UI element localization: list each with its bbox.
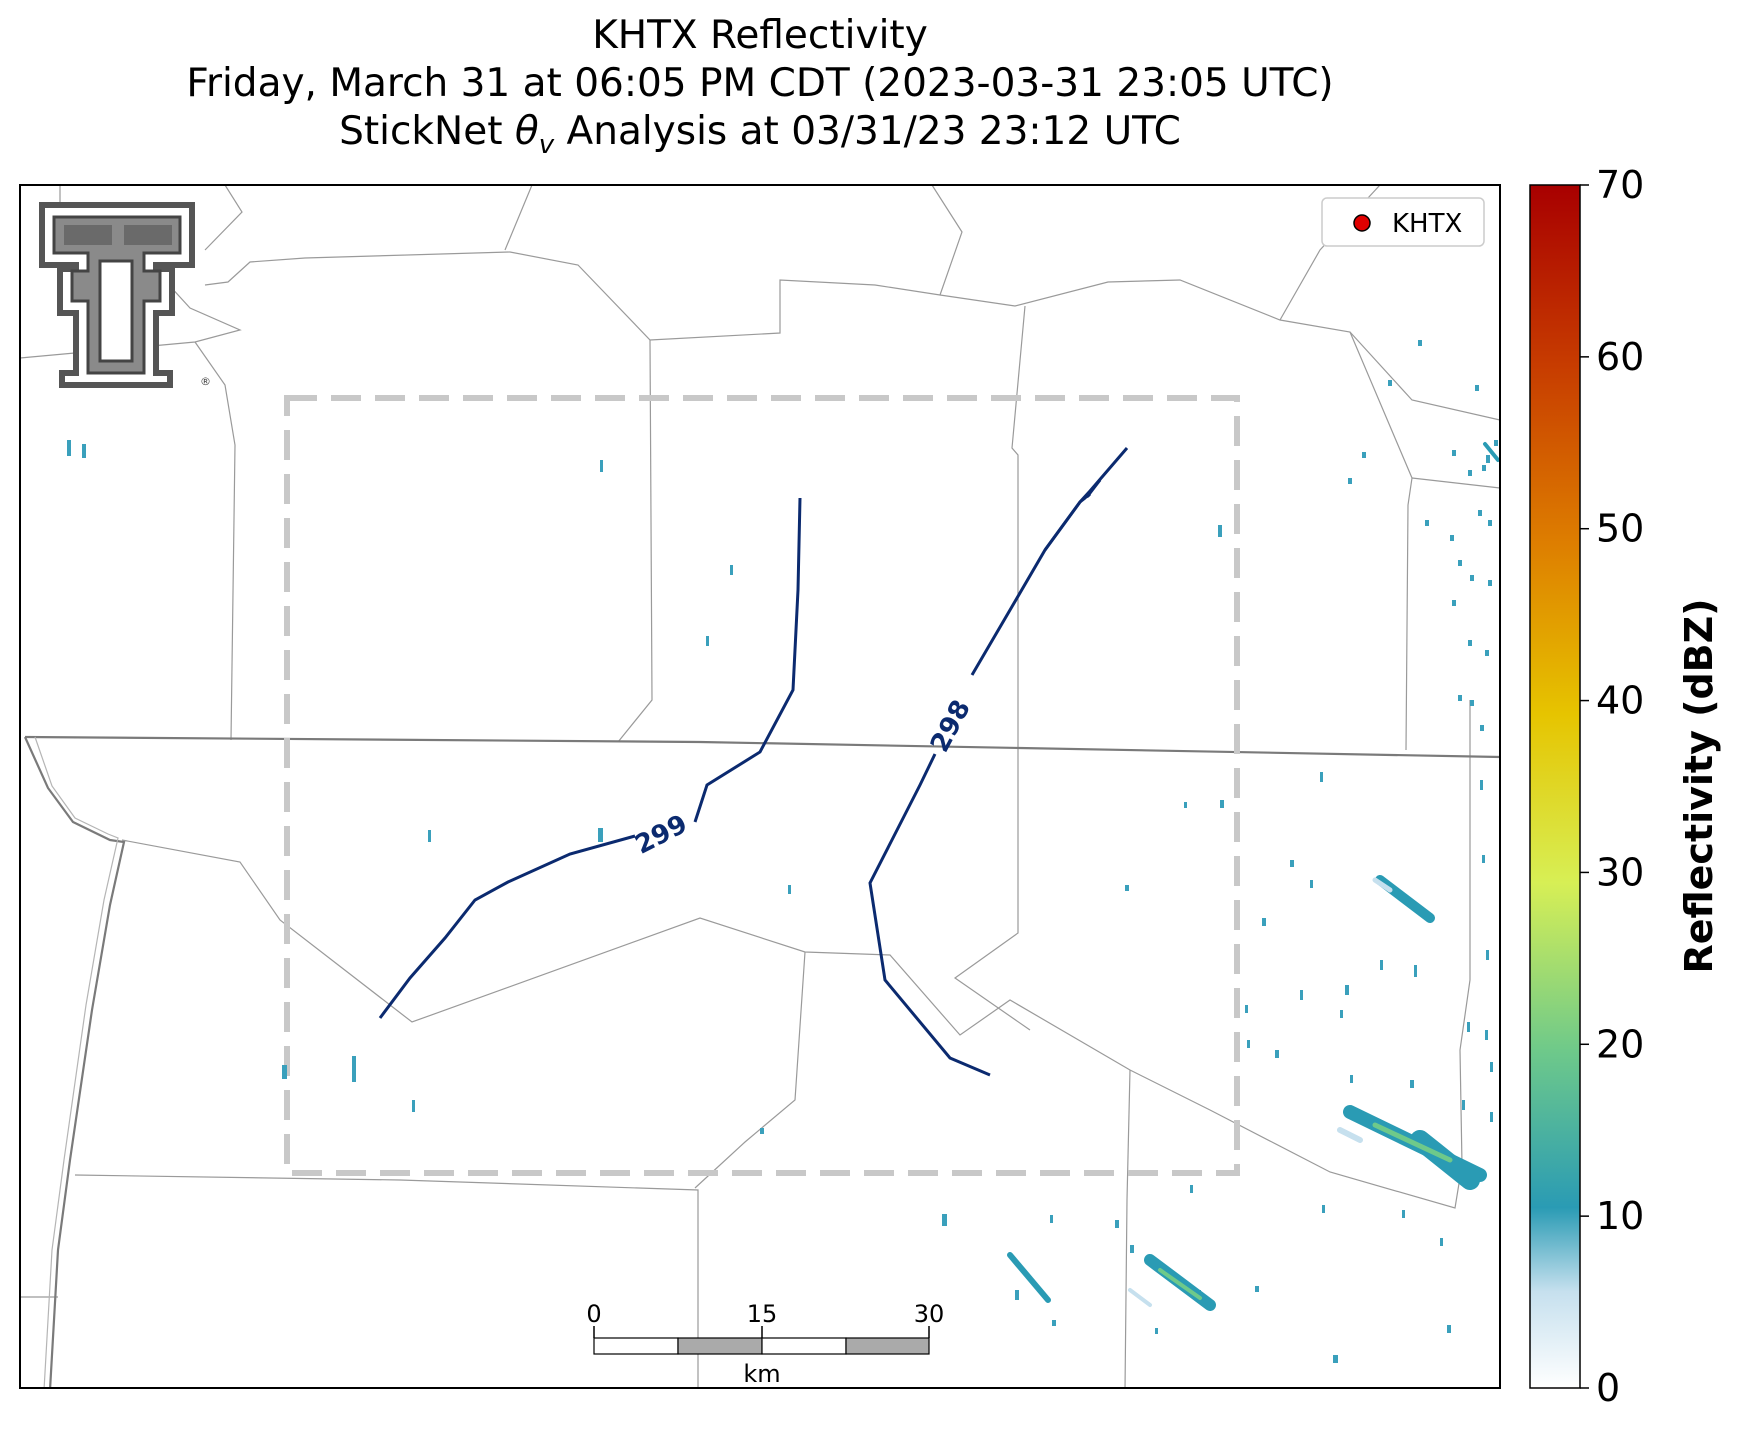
colorbar-tick-label: 0 (1596, 1366, 1620, 1410)
colorbar-label: Reflectivity (dBZ) (1677, 598, 1721, 973)
legend-marker-khtx (1353, 214, 1371, 232)
scale-bar: 0 15 30 km (586, 1300, 944, 1388)
colorbar-ticks: 0 10 20 30 40 50 60 70 (1580, 163, 1644, 1410)
scale-tick-0: 0 (586, 1300, 601, 1328)
colorbar-tick-label: 20 (1596, 1022, 1644, 1066)
figure-title: KHTX Reflectivity Friday, March 31 at 06… (0, 12, 1520, 169)
legend-label-khtx: KHTX (1392, 209, 1462, 239)
reflectivity-echoes (67, 340, 1500, 1363)
colorbar-tick-label: 30 (1596, 850, 1644, 894)
colorbar-tick-label: 50 (1596, 507, 1644, 551)
contour-299 (378, 834, 636, 1019)
scale-tick-30: 30 (914, 1300, 945, 1328)
title-line-1: KHTX Reflectivity (592, 13, 928, 58)
map-area (20, 185, 1500, 1388)
colorbar: 0 10 20 30 40 50 60 70 Reflectivity (dBZ) (1529, 163, 1721, 1410)
analysis-domain-box (284, 395, 1240, 1176)
colorbar-gradient (1529, 184, 1581, 1389)
title-line-3: StickNet θv Analysis at 03/31/23 23:12 U… (339, 109, 1181, 160)
state-borders (23, 735, 1500, 1388)
colorbar-tick-label: 10 (1596, 1194, 1644, 1238)
colorbar-tick-label: 40 (1596, 679, 1644, 723)
scale-tick-15: 15 (747, 1300, 778, 1328)
logo-registered-mark: ® (200, 375, 211, 388)
contour-298 (868, 753, 991, 1077)
texas-tech-logo: ® (39, 202, 211, 388)
title-line-2: Friday, March 31 at 06:05 PM CDT (2023-0… (186, 61, 1334, 106)
county-borders (20, 185, 1500, 1388)
theta-v-contours (378, 447, 1129, 1077)
colorbar-tick-label: 70 (1596, 163, 1644, 207)
colorbar-tick-label: 60 (1596, 335, 1644, 379)
legend: KHTX (1321, 197, 1485, 247)
scale-unit: km (743, 1360, 780, 1388)
